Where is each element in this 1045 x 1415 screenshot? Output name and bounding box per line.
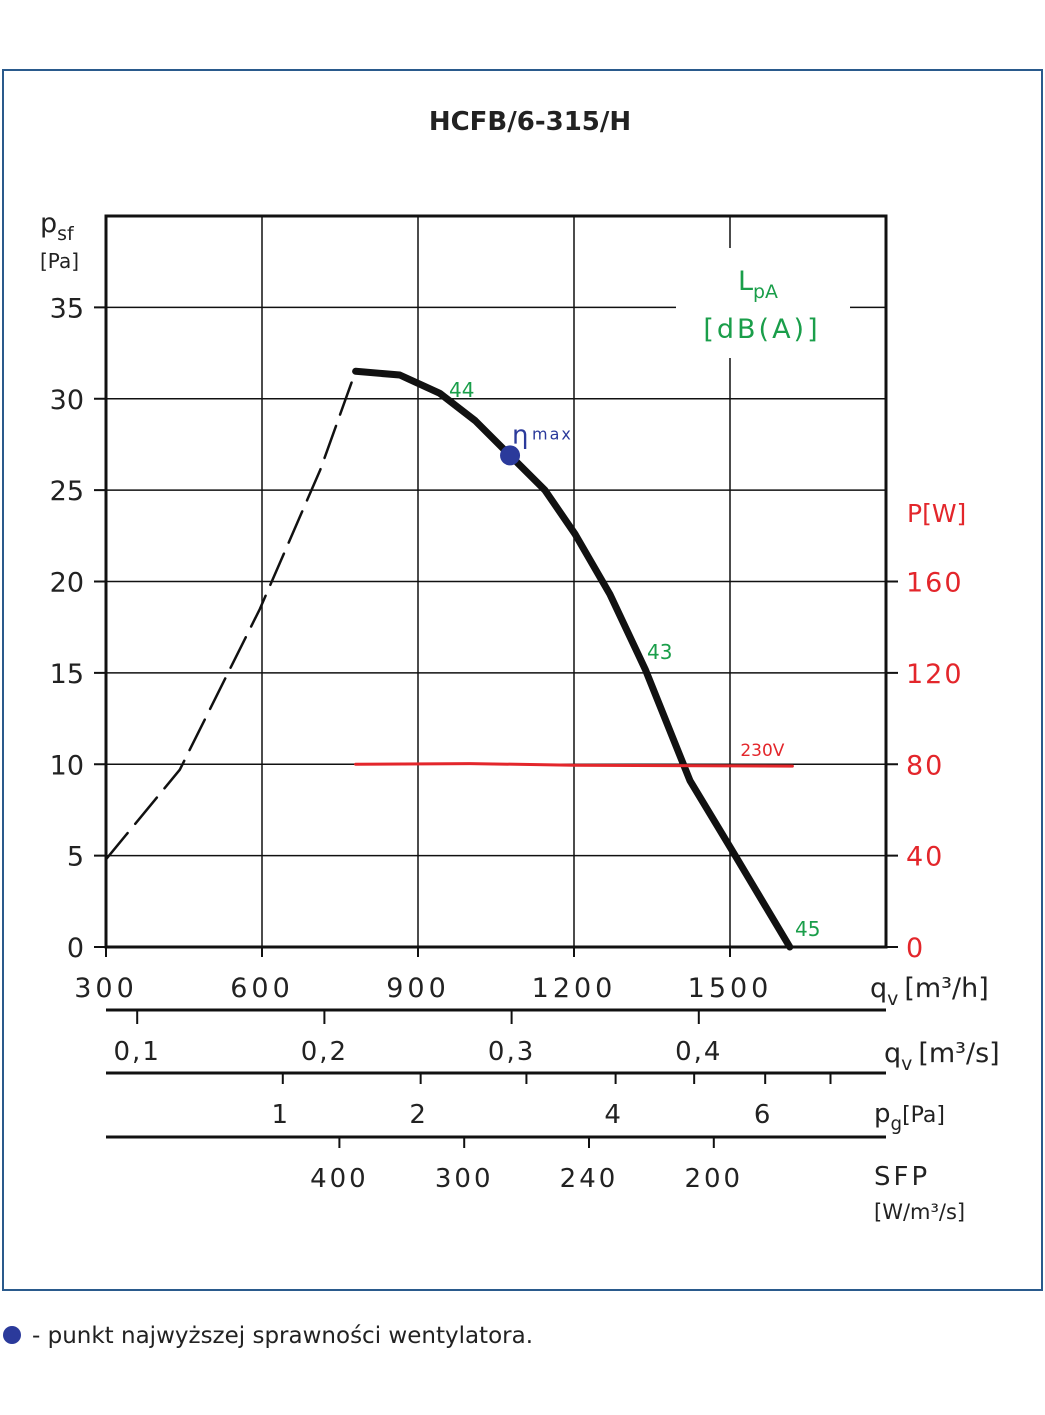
pg-tick-label: 1 — [272, 1100, 289, 1130]
eta-max-point — [500, 445, 521, 466]
pg-label-main: p — [874, 1099, 891, 1129]
footer-bullet — [3, 1326, 21, 1344]
qv-s-tick-label: 0,2 — [301, 1037, 348, 1067]
series-line — [352, 367, 794, 951]
y-label-main: p — [40, 208, 57, 239]
sfp-label: SFP — [874, 1162, 930, 1192]
y2-tick-label: 0 — [906, 933, 925, 964]
qv-s-tick-label: 0,4 — [675, 1037, 722, 1067]
lpa-annotation: 45 — [795, 917, 820, 941]
x-label-sub: v — [887, 988, 898, 1010]
lpa-label-main: L — [738, 266, 753, 297]
lpa-unit: [dB(A)] — [703, 314, 820, 345]
y-tick-label: 0 — [67, 933, 84, 964]
series-label: 230V — [740, 741, 784, 761]
qv-s-tick-label: 0,3 — [488, 1037, 535, 1067]
y-tick-label: 25 — [50, 476, 84, 507]
y2-tick-label: 40 — [906, 842, 944, 873]
lpa-label-bg — [676, 248, 850, 358]
lpa-annotation: 44 — [449, 378, 474, 402]
lpa-label: LpA — [738, 266, 778, 303]
y2-label: P[W] — [907, 499, 966, 528]
eta-symbol: η — [512, 420, 528, 450]
sfp-tick-label: 240 — [560, 1164, 619, 1194]
qv-s-tick-label: 0,1 — [114, 1037, 161, 1067]
y-tick-label: 30 — [50, 385, 84, 416]
x-tick-label: 600 — [230, 973, 294, 1004]
x-tick-label: 1200 — [532, 973, 617, 1004]
y-label: psf — [40, 208, 75, 245]
y-tick-label: 35 — [50, 293, 84, 324]
footer-text: - punkt najwyższej sprawności wentylator… — [32, 1323, 533, 1349]
x-tick-label: 300 — [74, 973, 138, 1004]
pg-label: pg[Pa] — [874, 1099, 945, 1135]
series-line — [354, 762, 794, 768]
y-tick-label: 20 — [50, 568, 84, 599]
frame — [2, 69, 1043, 1291]
qv-s-unit: [m³/s] — [918, 1038, 999, 1069]
y-unit: [Pa] — [40, 249, 79, 273]
pg-tick-label: 6 — [754, 1100, 771, 1130]
lpa-label-sub: pA — [753, 281, 778, 303]
x-tick-label: 1500 — [688, 973, 773, 1004]
sfp-tick-label: 400 — [310, 1164, 369, 1194]
pg-label-sub: g — [891, 1114, 903, 1135]
plot-frame — [104, 214, 888, 949]
qv-s-label-sub: v — [901, 1053, 912, 1075]
qv-s-label-main: q — [884, 1038, 901, 1069]
qv-s-label: qv [m³/s] — [884, 1038, 1000, 1075]
x-label-main: q — [870, 973, 887, 1004]
sfp-tick-label: 200 — [684, 1164, 743, 1194]
x-tick-label: 900 — [386, 973, 450, 1004]
y2-tick-label: 120 — [906, 659, 964, 690]
pg-tick-label: 4 — [604, 1100, 621, 1130]
x-unit: [m³/h] — [904, 973, 988, 1004]
y-tick-label: 10 — [50, 750, 84, 781]
lpa-annotation: 43 — [647, 640, 672, 664]
y-label-sub: sf — [57, 223, 75, 245]
pg-unit: [Pa] — [902, 1103, 945, 1128]
chart-title: HCFB/6-315/H — [429, 107, 631, 137]
series-line — [104, 370, 357, 861]
y-tick-label: 5 — [67, 842, 84, 873]
x-label: qv [m³/h] — [870, 973, 989, 1010]
pg-tick-label: 2 — [409, 1100, 426, 1130]
y2-tick-label: 80 — [906, 750, 944, 781]
sfp-tick-label: 300 — [435, 1164, 494, 1194]
y-tick-label: 15 — [50, 659, 84, 690]
sfp-unit: [W/m³/s] — [874, 1200, 965, 1224]
eta-label: max — [532, 424, 573, 443]
y2-tick-label: 160 — [906, 568, 964, 599]
